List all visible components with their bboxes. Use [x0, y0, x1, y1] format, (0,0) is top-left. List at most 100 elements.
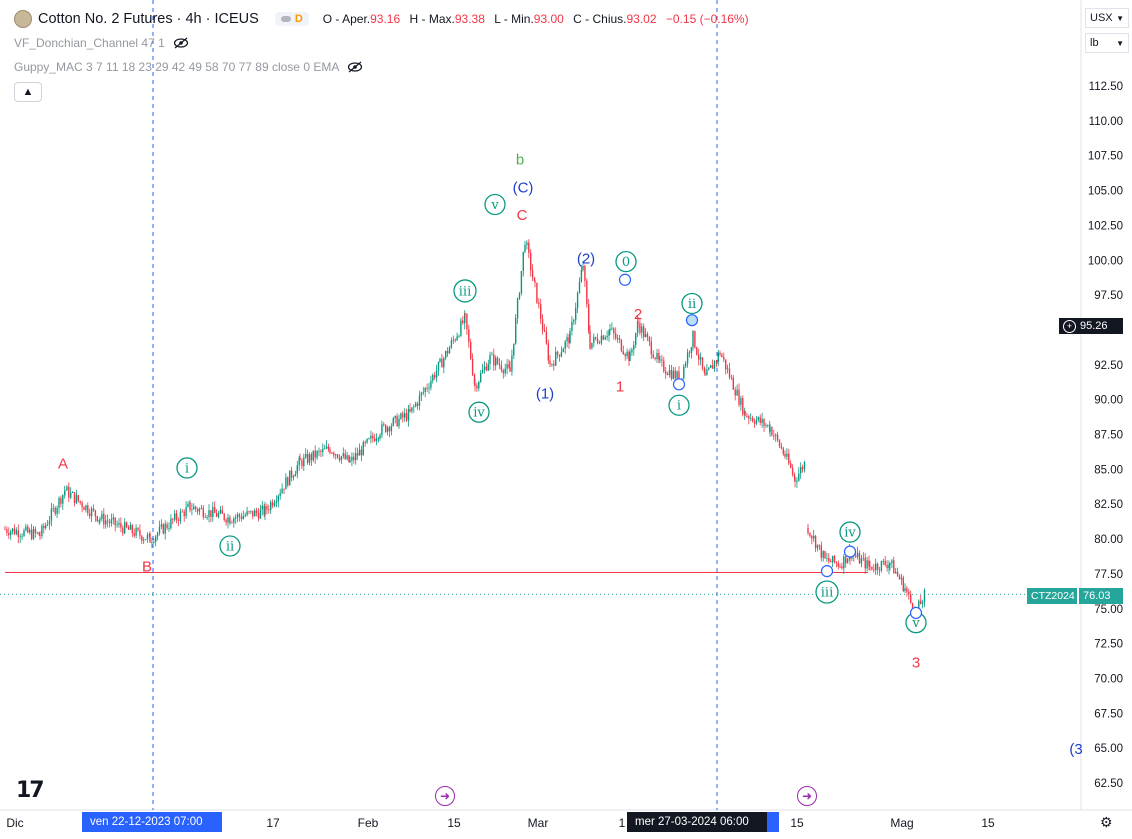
- market-status-badge[interactable]: D: [274, 12, 309, 26]
- candle-body: [803, 461, 806, 470]
- candle: [631, 347, 633, 357]
- candle-body: [250, 510, 252, 512]
- candle-body: [310, 454, 313, 461]
- candle-body: [221, 509, 223, 514]
- candle: [706, 364, 708, 376]
- candle: [489, 351, 491, 371]
- wave-label-circle: [468, 401, 490, 423]
- candle-body: [726, 368, 729, 370]
- candle-body: [296, 465, 298, 474]
- eye-crossed-icon[interactable]: [347, 61, 363, 73]
- candle: [172, 517, 174, 525]
- candle: [860, 554, 863, 568]
- candle: [266, 503, 268, 515]
- candle-body: [489, 354, 491, 365]
- crosshair-date-right: mer 27-03-2024 06:00: [627, 812, 767, 832]
- candle-body: [299, 457, 301, 461]
- candle: [277, 494, 279, 508]
- unit-select[interactable]: lb ▼: [1085, 33, 1129, 53]
- candle-body: [736, 389, 738, 396]
- candle: [149, 531, 151, 543]
- candle-body: [807, 527, 809, 534]
- price-tick-label: 97.50: [1094, 290, 1123, 302]
- candle: [843, 554, 845, 575]
- candle-body: [183, 511, 185, 517]
- candle: [540, 298, 542, 324]
- candle-body: [604, 337, 606, 340]
- candle-body: [650, 341, 652, 355]
- candle-body: [765, 425, 767, 427]
- candle-body: [242, 515, 244, 519]
- candle-body: [191, 509, 193, 511]
- candle-body: [856, 552, 859, 557]
- symbol-title[interactable]: Cotton No. 2 Futures · 4h · ICEUS: [38, 11, 259, 27]
- currency-select[interactable]: USX ▼: [1085, 8, 1129, 28]
- candle-body: [686, 352, 689, 364]
- candle: [491, 351, 493, 356]
- price-tick-label: 65.00: [1094, 743, 1123, 755]
- indicator-guppy[interactable]: Guppy_MAC 3 7 11 18 23 29 42 49 58 70 77…: [14, 60, 363, 74]
- candle: [602, 334, 604, 341]
- candle: [116, 520, 118, 528]
- candle: [613, 327, 615, 340]
- candle: [235, 514, 237, 525]
- candle-body: [233, 518, 235, 523]
- candle: [324, 444, 326, 450]
- candle: [555, 346, 557, 367]
- candle-body: [92, 508, 95, 511]
- candle: [364, 440, 366, 447]
- gear-icon[interactable]: ⚙: [1100, 814, 1113, 830]
- candle: [289, 470, 291, 486]
- candle-body: [646, 333, 649, 338]
- scroll-forward-icon[interactable]: ➜: [797, 786, 817, 806]
- candle-body: [227, 517, 229, 523]
- candle-body: [668, 370, 671, 375]
- candle-body: [891, 560, 893, 564]
- candle-body: [483, 366, 486, 370]
- candle: [96, 515, 98, 523]
- scroll-forward-icon[interactable]: ➜: [435, 786, 455, 806]
- candle-body: [400, 413, 402, 419]
- candle: [454, 338, 456, 343]
- candle-body: [289, 470, 291, 486]
- candle: [279, 488, 281, 500]
- candle: [327, 443, 330, 452]
- candle-body: [801, 467, 804, 470]
- candle: [98, 519, 100, 525]
- candle-body: [791, 467, 794, 475]
- candle: [788, 448, 790, 466]
- candle: [474, 378, 476, 392]
- candle-body: [351, 456, 353, 461]
- indicator-donchian[interactable]: VF_Donchian_Channel 47 1: [14, 36, 189, 50]
- candle-body: [717, 352, 719, 362]
- candle-body: [498, 363, 501, 366]
- candle: [528, 239, 530, 259]
- candle: [801, 464, 804, 473]
- candle-body: [893, 560, 895, 574]
- plus-circle-icon[interactable]: +: [1063, 319, 1076, 333]
- candle-body: [800, 467, 802, 474]
- candle-body: [193, 506, 195, 510]
- candle: [441, 353, 443, 368]
- candle: [231, 520, 233, 524]
- candle: [355, 447, 357, 465]
- candle: [588, 299, 590, 334]
- candle: [356, 447, 359, 461]
- candle: [210, 510, 212, 523]
- candle: [446, 347, 449, 357]
- candle: [462, 316, 464, 325]
- price-tick-label: 85.00: [1094, 464, 1123, 476]
- eye-crossed-icon[interactable]: [173, 37, 189, 49]
- candle: [692, 330, 694, 351]
- candle-body: [32, 529, 35, 539]
- candle-body: [185, 506, 187, 517]
- tradingview-logo[interactable]: 17: [16, 778, 45, 803]
- candle: [624, 352, 626, 361]
- candle-body: [855, 555, 857, 557]
- candle: [29, 527, 31, 535]
- collapse-indicators-button[interactable]: ▲: [14, 82, 42, 102]
- candle-body: [89, 513, 91, 517]
- candle: [814, 535, 817, 552]
- candle-body: [776, 434, 779, 440]
